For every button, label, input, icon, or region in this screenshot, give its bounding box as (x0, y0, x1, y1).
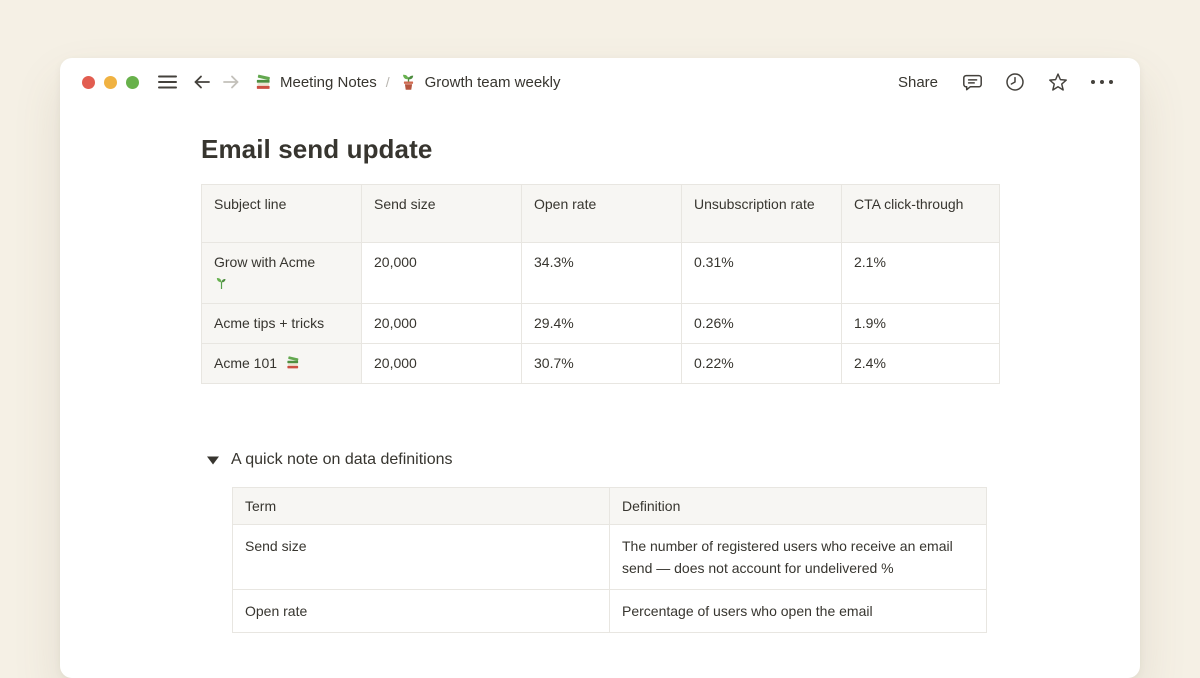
seedling-icon (214, 273, 349, 294)
cell-open-rate[interactable]: 34.3% (521, 242, 682, 304)
cell-open-rate[interactable]: 30.7% (521, 343, 682, 384)
cell-definition[interactable]: Percentage of users who open the email (609, 589, 987, 633)
cell-term[interactable]: Send size (232, 524, 610, 590)
app-window: Meeting Notes / Growth team weekly Share (60, 58, 1140, 678)
toggle-block[interactable]: A quick note on data definitions (206, 451, 999, 469)
comment-icon[interactable] (961, 71, 984, 94)
column-header-definition[interactable]: Definition (609, 487, 987, 525)
table-row: Open rate Percentage of users who open t… (232, 589, 987, 633)
column-header-send-size[interactable]: Send size (361, 184, 522, 243)
table-row: Grow with Acme 20,000 34.3% 0.31% 2.1% (201, 242, 1000, 304)
email-metrics-table: Subject line Send size Open rate Unsubsc… (201, 184, 1000, 384)
cell-send-size[interactable]: 20,000 (361, 303, 522, 344)
cell-cta-click-through[interactable]: 2.4% (841, 343, 1000, 384)
table-row: Acme 101 20,000 30.7% 0.22% (201, 343, 1000, 384)
menu-icon[interactable] (158, 74, 177, 90)
traffic-lights (82, 75, 139, 89)
cell-send-size[interactable]: 20,000 (361, 242, 522, 304)
cell-text: Acme 101 (214, 355, 278, 371)
cell-subject[interactable]: Acme tips + tricks (201, 303, 362, 344)
breadcrumb-label: Growth team weekly (424, 73, 561, 91)
table-header-row: Subject line Send size Open rate Unsubsc… (201, 184, 1000, 243)
history-clock-icon[interactable] (1004, 71, 1026, 93)
table-row: Send size The number of registered users… (232, 524, 987, 590)
back-arrow-icon[interactable] (192, 73, 212, 91)
potted-plant-icon (399, 73, 418, 92)
cell-unsubscription-rate[interactable]: 0.26% (681, 303, 842, 344)
zoom-window-button[interactable] (126, 75, 139, 89)
table-header-row: Term Definition (232, 487, 987, 525)
cell-cta-click-through[interactable]: 2.1% (841, 242, 1000, 304)
cell-open-rate[interactable]: 29.4% (521, 303, 682, 344)
column-header-open-rate[interactable]: Open rate (521, 184, 682, 243)
forward-arrow-icon[interactable] (221, 73, 241, 91)
cell-send-size[interactable]: 20,000 (361, 343, 522, 384)
books-icon (285, 355, 301, 371)
favorite-star-icon[interactable] (1046, 71, 1070, 94)
definitions-table: Term Definition Send size The number of … (232, 487, 987, 633)
share-button[interactable]: Share (897, 73, 938, 91)
column-header-term[interactable]: Term (232, 487, 610, 525)
breadcrumb: Meeting Notes / Growth team weekly (254, 73, 561, 92)
cell-subject[interactable]: Acme 101 (201, 343, 362, 384)
window-titlebar: Meeting Notes / Growth team weekly Share (60, 58, 1140, 106)
column-header-unsubscription-rate[interactable]: Unsubscription rate (681, 184, 842, 243)
cell-subject[interactable]: Grow with Acme (201, 242, 362, 304)
page-content: Email send update Subject line Send size… (201, 134, 1000, 633)
cell-unsubscription-rate[interactable]: 0.22% (681, 343, 842, 384)
cell-cta-click-through[interactable]: 1.9% (841, 303, 1000, 344)
breadcrumb-item-growth-team-weekly[interactable]: Growth team weekly (399, 73, 561, 92)
cell-definition[interactable]: The number of registered users who recei… (609, 524, 987, 590)
column-header-subject-line[interactable]: Subject line (201, 184, 362, 243)
toggle-label: A quick note on data definitions (231, 451, 453, 468)
breadcrumb-label: Meeting Notes (280, 73, 377, 91)
cell-unsubscription-rate[interactable]: 0.31% (681, 242, 842, 304)
books-icon (254, 73, 273, 92)
column-header-cta-click-through[interactable]: CTA click-through (841, 184, 1000, 243)
breadcrumb-item-meeting-notes[interactable]: Meeting Notes (254, 73, 377, 92)
cell-term[interactable]: Open rate (232, 589, 610, 633)
page-title[interactable]: Email send update (201, 134, 433, 164)
breadcrumb-separator: / (385, 74, 390, 90)
more-options-icon[interactable] (1090, 79, 1114, 85)
minimize-window-button[interactable] (104, 75, 117, 89)
triangle-down-icon[interactable] (207, 456, 231, 465)
cell-text: Grow with Acme (214, 254, 316, 270)
table-row: Acme tips + tricks 20,000 29.4% 0.26% 1.… (201, 303, 1000, 344)
close-window-button[interactable] (82, 75, 95, 89)
